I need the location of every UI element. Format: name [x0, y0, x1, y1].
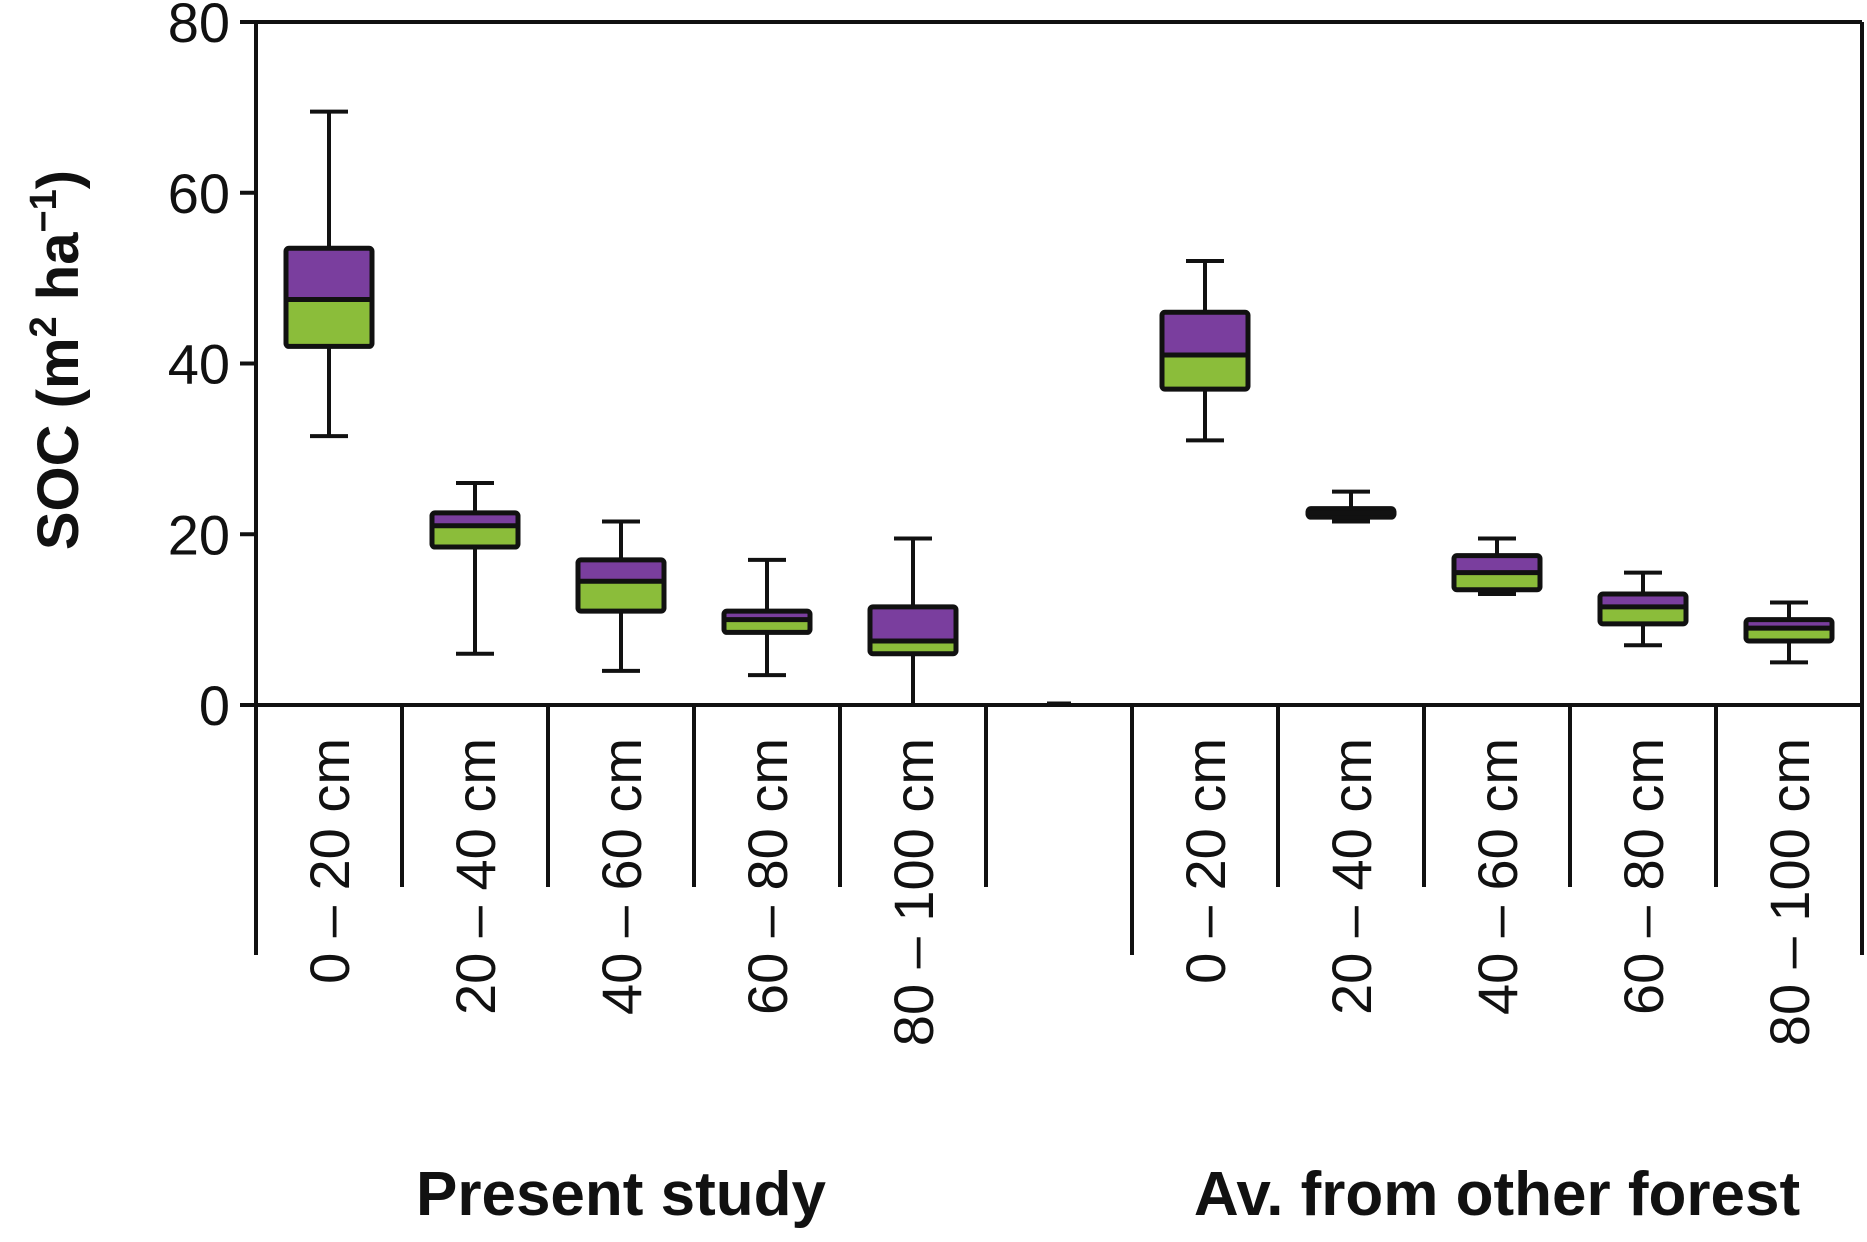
- y-axis-label-sup1: 2: [23, 316, 65, 337]
- category-label: 20 – 40 cm: [444, 738, 507, 1015]
- y-axis-label-end: ): [26, 170, 91, 189]
- category-label: 80 – 100 cm: [1758, 738, 1821, 1046]
- group-label-other-forest: Av. from other forest: [1194, 1160, 1800, 1229]
- box-upper-segment: [1600, 594, 1686, 607]
- box-lower-segment: [1454, 572, 1540, 590]
- box-lower-segment: [578, 581, 664, 612]
- box-outline: [1159, 309, 1251, 392]
- category-label: 20 – 40 cm: [1320, 738, 1383, 1015]
- group-label-present-study: Present study: [416, 1160, 827, 1229]
- box-lower-segment: [1162, 354, 1248, 390]
- y-axis-label-main: SOC (m: [26, 337, 91, 550]
- box-lower-segment: [432, 525, 518, 548]
- box-outline: [575, 557, 667, 614]
- category-label: 0 – 20 cm: [1174, 738, 1237, 984]
- box-upper-segment: [286, 248, 372, 300]
- box-outline: [429, 510, 521, 550]
- box-lower-segment: [724, 619, 810, 633]
- plot-area: 0 20 40 60 80 0 – 20 cm 20 – 40 cm 40 – 60 cm 60…: [168, 0, 1864, 1229]
- box-upper-segment: [1162, 312, 1248, 355]
- category-label: 0 – 20 cm: [298, 738, 361, 984]
- y-axis-label-mid: ha: [26, 232, 91, 317]
- category-label: 40 – 60 cm: [590, 738, 653, 1015]
- box-outline: [867, 604, 959, 657]
- box-lower-segment: [1746, 628, 1832, 641]
- box-upper-segment: [578, 559, 664, 582]
- box-upper-segment: [1454, 555, 1540, 573]
- box-lower-segment: [286, 299, 372, 347]
- box-upper-segment: [724, 611, 810, 620]
- box-upper-segment: [432, 512, 518, 526]
- y-tick-label: 40: [168, 333, 230, 396]
- box-upper-segment: [1746, 619, 1832, 629]
- category-label: 60 – 80 cm: [736, 738, 799, 1015]
- y-tick-label: 60: [168, 162, 230, 225]
- box-lower-segment: [870, 640, 956, 654]
- y-tick-label: 80: [168, 0, 230, 54]
- y-tick-label: 20: [168, 503, 230, 566]
- y-tick-label: 0: [199, 674, 230, 737]
- category-label: 80 – 100 cm: [882, 738, 945, 1046]
- category-label: 40 – 60 cm: [1466, 738, 1529, 1015]
- y-axis-label: SOC (m2 ha−1): [23, 170, 91, 550]
- box-lower-segment: [1600, 606, 1686, 624]
- box-upper-segment: [870, 606, 956, 641]
- category-label: 60 – 80 cm: [1612, 738, 1675, 1015]
- y-axis-label-sup2: −1: [23, 189, 65, 232]
